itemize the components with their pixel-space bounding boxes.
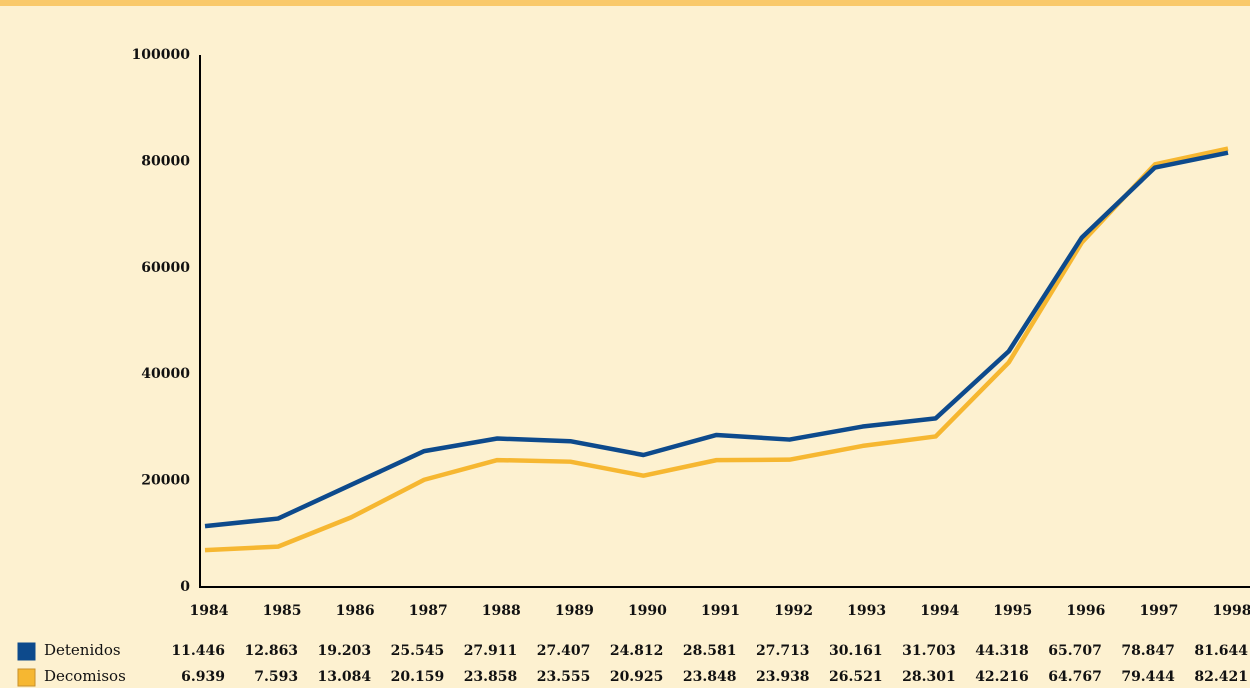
table-value: 27.911: [464, 643, 518, 659]
table-value: 23.848: [683, 669, 737, 685]
x-tick-label: 1994: [920, 603, 959, 619]
table-value: 23.858: [464, 669, 518, 685]
x-tick-label: 1997: [1139, 603, 1178, 619]
table-value: 42.216: [975, 669, 1029, 685]
table-value: 12.863: [244, 643, 298, 659]
x-tick-label: 1989: [555, 603, 594, 619]
table-value: 19.203: [318, 643, 372, 659]
y-tick-label: 80000: [141, 153, 190, 169]
table-value: 24.812: [610, 643, 664, 659]
table-value: 20.159: [391, 669, 445, 685]
x-tick-label: 1988: [482, 603, 521, 619]
x-tick-label: 1984: [190, 603, 229, 619]
legend-swatch: [17, 642, 36, 661]
x-tick-label: 1990: [628, 603, 667, 619]
table-value: 28.301: [902, 669, 956, 685]
y-tick-label: 40000: [141, 366, 190, 382]
x-tick-label: 1986: [336, 603, 375, 619]
y-tick-label: 100000: [132, 47, 191, 63]
table-value: 81.644: [1194, 643, 1248, 659]
legend-label: Decomisos: [44, 667, 126, 685]
x-tick-label: 1993: [847, 603, 886, 619]
table-value: 78.847: [1121, 643, 1175, 659]
table-value: 20.925: [610, 669, 664, 685]
x-tick-label: 1987: [409, 603, 448, 619]
legend-label: Detenidos: [44, 641, 121, 659]
table-value: 7.593: [254, 669, 298, 685]
table-value: 31.703: [902, 643, 956, 659]
table-value: 23.555: [537, 669, 591, 685]
table-value: 27.713: [756, 643, 810, 659]
table-value: 27.407: [537, 643, 591, 659]
table-value: 11.446: [171, 643, 225, 659]
table-value: 26.521: [829, 669, 883, 685]
table-value: 30.161: [829, 643, 883, 659]
table-value: 79.444: [1121, 669, 1175, 685]
x-tick-label: 1995: [993, 603, 1032, 619]
legend-swatch: [17, 668, 36, 687]
x-tick-label: 1985: [263, 603, 302, 619]
table-value: 82.421: [1194, 669, 1248, 685]
table-value: 13.084: [318, 669, 372, 685]
table-value: 23.938: [756, 669, 810, 685]
x-tick-label: 1998: [1213, 603, 1250, 619]
table-value: 65.707: [1048, 643, 1102, 659]
y-tick-label: 0: [180, 579, 190, 595]
y-tick-label: 60000: [141, 260, 190, 276]
x-tick-label: 1992: [774, 603, 813, 619]
line: [204, 146, 1229, 553]
table-value: 44.318: [975, 643, 1029, 659]
top-band: [0, 0, 1250, 6]
line: [204, 150, 1229, 529]
table-value: 64.767: [1048, 669, 1102, 685]
table-value: 28.581: [683, 643, 737, 659]
table-value: 25.545: [391, 643, 445, 659]
x-tick-label: 1996: [1066, 603, 1105, 619]
table-value: 6.939: [181, 669, 225, 685]
y-tick-label: 20000: [141, 473, 190, 489]
x-tick-label: 1991: [701, 603, 740, 619]
